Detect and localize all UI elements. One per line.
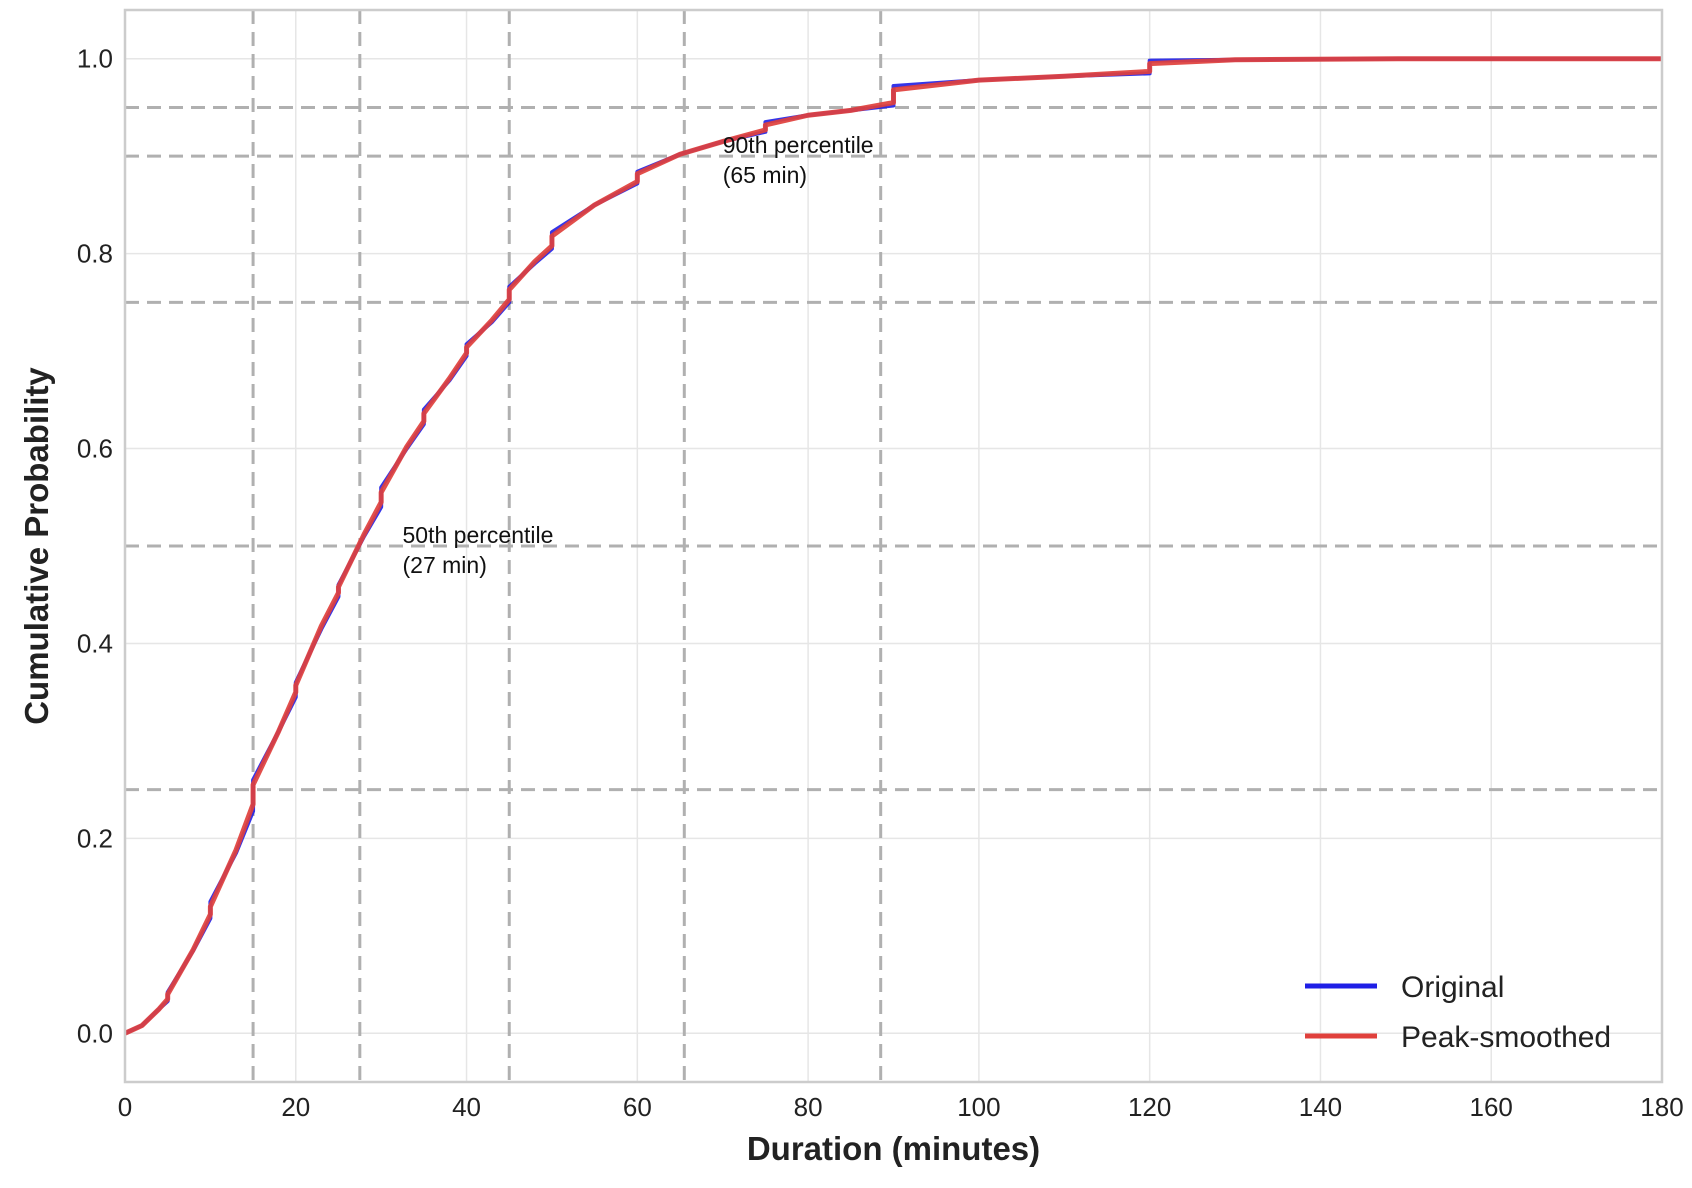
annotations: 50th percentile (27 min) 90th percentile…: [403, 132, 874, 578]
y-tick-label: 0.0: [77, 1018, 113, 1048]
series-lines: [123, 56, 1662, 1036]
legend: Original Peak-smoothed: [1305, 971, 1611, 1054]
y-tick-label: 0.6: [77, 434, 113, 464]
y-axis-label: Cumulative Probability: [18, 367, 55, 725]
x-tick-label: 140: [1299, 1092, 1342, 1122]
y-tick-label: 1.0: [77, 44, 113, 74]
x-tick-label: 180: [1640, 1092, 1683, 1122]
x-tick-label: 40: [452, 1092, 481, 1122]
reference-lines: [125, 10, 1662, 1082]
y-tick-label: 0.8: [77, 239, 113, 269]
x-tick-label: 80: [794, 1092, 823, 1122]
x-tick-label: 60: [623, 1092, 652, 1122]
annotation-50th-line2: (27 min): [403, 552, 487, 578]
x-tick-label: 100: [957, 1092, 1000, 1122]
annotation-90th-line1: 90th percentile: [723, 132, 874, 158]
annotation-50th-line1: 50th percentile: [403, 522, 554, 548]
legend-label-peak-smoothed: Peak-smoothed: [1401, 1021, 1611, 1054]
plot-frame: [123, 8, 1664, 1084]
legend-label-original: Original: [1401, 971, 1504, 1004]
x-tick-label: 120: [1128, 1092, 1171, 1122]
x-axis-label: Duration (minutes): [747, 1130, 1040, 1167]
tick-labels: 0 20 40 60 80 100 120 140 160 180 0.0 0.2 0.4 0.6 0.8 1…: [77, 44, 1684, 1122]
x-tick-label: 20: [281, 1092, 310, 1122]
y-tick-label: 0.4: [77, 628, 113, 658]
x-tick-label: 160: [1470, 1092, 1513, 1122]
y-tick-label: 0.2: [77, 823, 113, 853]
x-tick-label: 0: [118, 1092, 132, 1122]
series-line-peak-smoothed: [123, 56, 1662, 1036]
annotation-90th-line2: (65 min): [723, 162, 807, 188]
